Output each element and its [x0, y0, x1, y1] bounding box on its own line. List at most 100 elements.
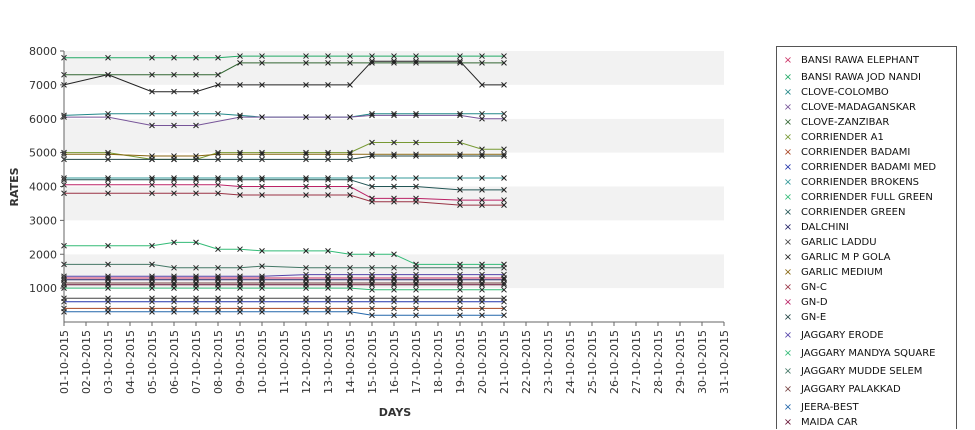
data-point — [479, 305, 485, 312]
data-point — [391, 153, 397, 159]
legend-marker-icon: × — [783, 102, 793, 113]
x-tick-label: 02-10-2015 — [80, 330, 93, 394]
data-point — [413, 153, 419, 159]
x-tick-label: 15-10-2015 — [366, 330, 379, 394]
data-point — [193, 181, 199, 188]
data-point — [391, 312, 397, 319]
data-point — [215, 82, 221, 88]
x-axis-ticks: 01-10-2015 02-10-2015 03-10-2015 04-10-2015… — [58, 322, 731, 394]
data-point — [479, 312, 485, 319]
y-tick-label: 7000 — [29, 79, 57, 92]
data-point — [369, 280, 375, 286]
data-point — [237, 275, 243, 281]
data-point — [215, 110, 221, 117]
data-point — [501, 281, 507, 288]
data-point — [501, 175, 507, 181]
legend-label: GN-E — [801, 312, 827, 323]
data-point — [325, 271, 331, 278]
y-tick-label: 1000 — [29, 282, 57, 295]
data-point — [171, 280, 177, 286]
x-tick-label: 21-10-2015 — [498, 330, 511, 394]
legend-marker-icon: × — [783, 312, 793, 323]
data-point — [501, 115, 507, 122]
data-point — [325, 175, 331, 181]
data-point — [369, 151, 375, 158]
data-point — [369, 305, 375, 312]
data-point — [259, 149, 265, 156]
data-point — [479, 280, 485, 286]
legend-label: JAGGARY ERODE — [801, 330, 884, 341]
x-tick-label: 01-10-2015 — [58, 330, 71, 394]
data-point — [149, 88, 155, 95]
data-point — [237, 149, 243, 156]
y-tick-label: 6000 — [29, 113, 57, 126]
legend-marker-icon: × — [783, 177, 793, 188]
legend-marker-icon: × — [783, 297, 793, 308]
data-point — [259, 114, 265, 120]
data-point — [347, 264, 353, 271]
x-tick-label: 17-10-2015 — [410, 330, 423, 394]
data-point — [171, 295, 177, 302]
data-point — [303, 82, 309, 88]
data-point — [457, 175, 463, 181]
data-point — [457, 295, 463, 302]
data-point — [457, 280, 463, 286]
data-point — [369, 183, 375, 190]
data-point — [347, 149, 353, 156]
data-point — [259, 60, 265, 66]
x-axis-title: DAYS — [379, 406, 412, 419]
data-point — [325, 308, 331, 315]
data-point — [457, 110, 463, 117]
data-point — [369, 153, 375, 159]
data-point — [347, 308, 353, 315]
x-tick-label: 31-10-2015 — [718, 330, 731, 394]
data-point — [237, 295, 243, 302]
legend-marker-icon: × — [783, 330, 793, 341]
data-point — [501, 53, 507, 59]
data-point — [105, 54, 111, 61]
data-point — [391, 151, 397, 158]
data-point — [149, 122, 155, 129]
data-point — [193, 54, 199, 61]
data-point — [105, 190, 111, 197]
data-point — [259, 151, 265, 158]
data-point — [413, 295, 419, 302]
legend-label: CORRIENDER A1 — [801, 132, 884, 143]
data-point — [347, 192, 353, 198]
data-point — [479, 271, 485, 278]
data-point — [193, 273, 199, 280]
legend-marker-icon: × — [783, 366, 793, 377]
data-point — [237, 192, 243, 198]
data-point — [501, 110, 507, 117]
data-point — [105, 149, 111, 156]
legend-marker-icon: × — [783, 384, 793, 395]
data-point — [413, 151, 419, 158]
data-point — [105, 295, 111, 302]
data-point — [149, 54, 155, 61]
data-point — [149, 273, 155, 280]
x-tick-label: 25-10-2015 — [586, 330, 599, 394]
data-point — [347, 251, 353, 258]
legend-marker-icon: × — [783, 87, 793, 98]
data-point — [479, 264, 485, 271]
data-point — [391, 112, 397, 119]
legend-label: JAGGARY MANDYA SQUARE — [801, 348, 936, 359]
data-point — [413, 280, 419, 286]
data-point — [237, 246, 243, 253]
data-point — [105, 156, 111, 163]
data-point — [391, 195, 397, 202]
data-point — [237, 273, 243, 280]
data-point — [391, 286, 397, 293]
data-point — [149, 242, 155, 249]
data-point — [149, 295, 155, 302]
data-point — [325, 281, 331, 288]
data-point — [479, 187, 485, 193]
x-tick-label: 30-10-2015 — [696, 330, 709, 394]
data-point — [237, 183, 243, 190]
legend-marker-icon: × — [783, 207, 793, 218]
legend-label: JAGGARY PALAKKAD — [801, 384, 901, 395]
data-point — [347, 281, 353, 288]
data-point — [193, 308, 199, 315]
data-point — [369, 53, 375, 59]
data-point — [105, 242, 111, 249]
